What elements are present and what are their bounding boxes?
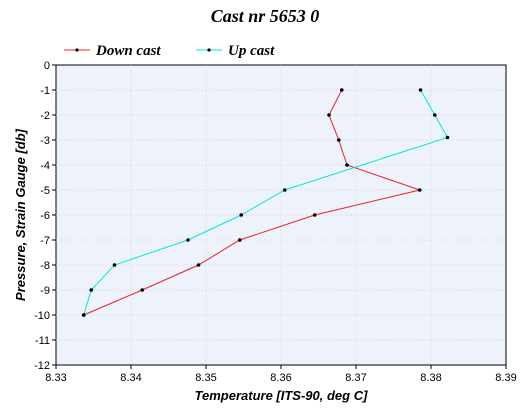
data-point-down-cast [417,188,422,192]
data-point-up-cast [112,263,117,267]
data-point-down-cast [336,138,341,142]
data-point-up-cast [445,135,450,140]
x-tick-label: 8.35 [195,372,216,384]
legend-label-down-cast: Down cast [95,43,161,59]
grid [56,65,506,365]
legend: Down cast Up cast [64,43,275,59]
y-tick-label: -12 [34,360,50,372]
y-tick-label: 0 [44,60,50,72]
x-tick-label: 8.34 [120,372,141,384]
axes: 8.33 8.34 8.35 8.36 8.37 8.38 8.39 0 -1 -2 -3 -4 -5 -… [34,60,517,384]
legend-label-up-cast: Up cast [228,43,275,59]
y-tick-label: -11 [35,335,50,347]
data-point-up-cast [418,88,423,92]
y-tick-label: -9 [40,285,50,297]
chart-title: Cast nr 5653 0 [211,6,320,26]
data-point-up-cast [282,188,287,192]
y-tick-label: -6 [40,210,50,222]
data-point-down-cast [196,263,201,267]
data-point-down-cast [140,288,145,292]
data-point-down-cast [237,238,242,242]
x-tick-label: 8.33 [45,372,66,384]
y-tick-label: -1 [40,85,50,97]
y-tick-label: -10 [34,310,50,322]
y-tick-label: -5 [40,185,50,197]
data-point-up-cast [81,313,86,317]
x-tick-label: 8.39 [495,372,516,384]
data-point-down-cast [327,113,331,117]
series [81,88,450,317]
data-point-up-cast [239,213,244,217]
data-point-up-cast [432,113,437,117]
x-tick-label: 8.37 [345,372,366,384]
legend-marker-down-cast [75,48,79,52]
series-down-cast [81,88,422,317]
y-tick-label: -8 [40,260,50,272]
y-tick-label: -3 [40,135,50,147]
y-tick-label: -4 [40,160,50,172]
x-axis-title: Temperature [ITS-90, deg C] [195,388,369,403]
data-point-up-cast [186,238,190,242]
data-point-down-cast [339,88,344,92]
legend-marker-up-cast [207,48,211,52]
y-tick-label: -2 [40,110,50,122]
y-tick-label: -7 [40,235,50,247]
y-axis-title: Pressure, Strain Gauge [db] [13,128,28,301]
data-point-up-cast [89,288,94,292]
x-tick-label: 8.38 [420,372,441,384]
data-point-down-cast [345,163,349,167]
x-tick-label: 8.36 [270,372,291,384]
data-point-down-cast [312,213,317,217]
series-line-down-cast [83,89,422,316]
series-up-cast [81,88,450,317]
